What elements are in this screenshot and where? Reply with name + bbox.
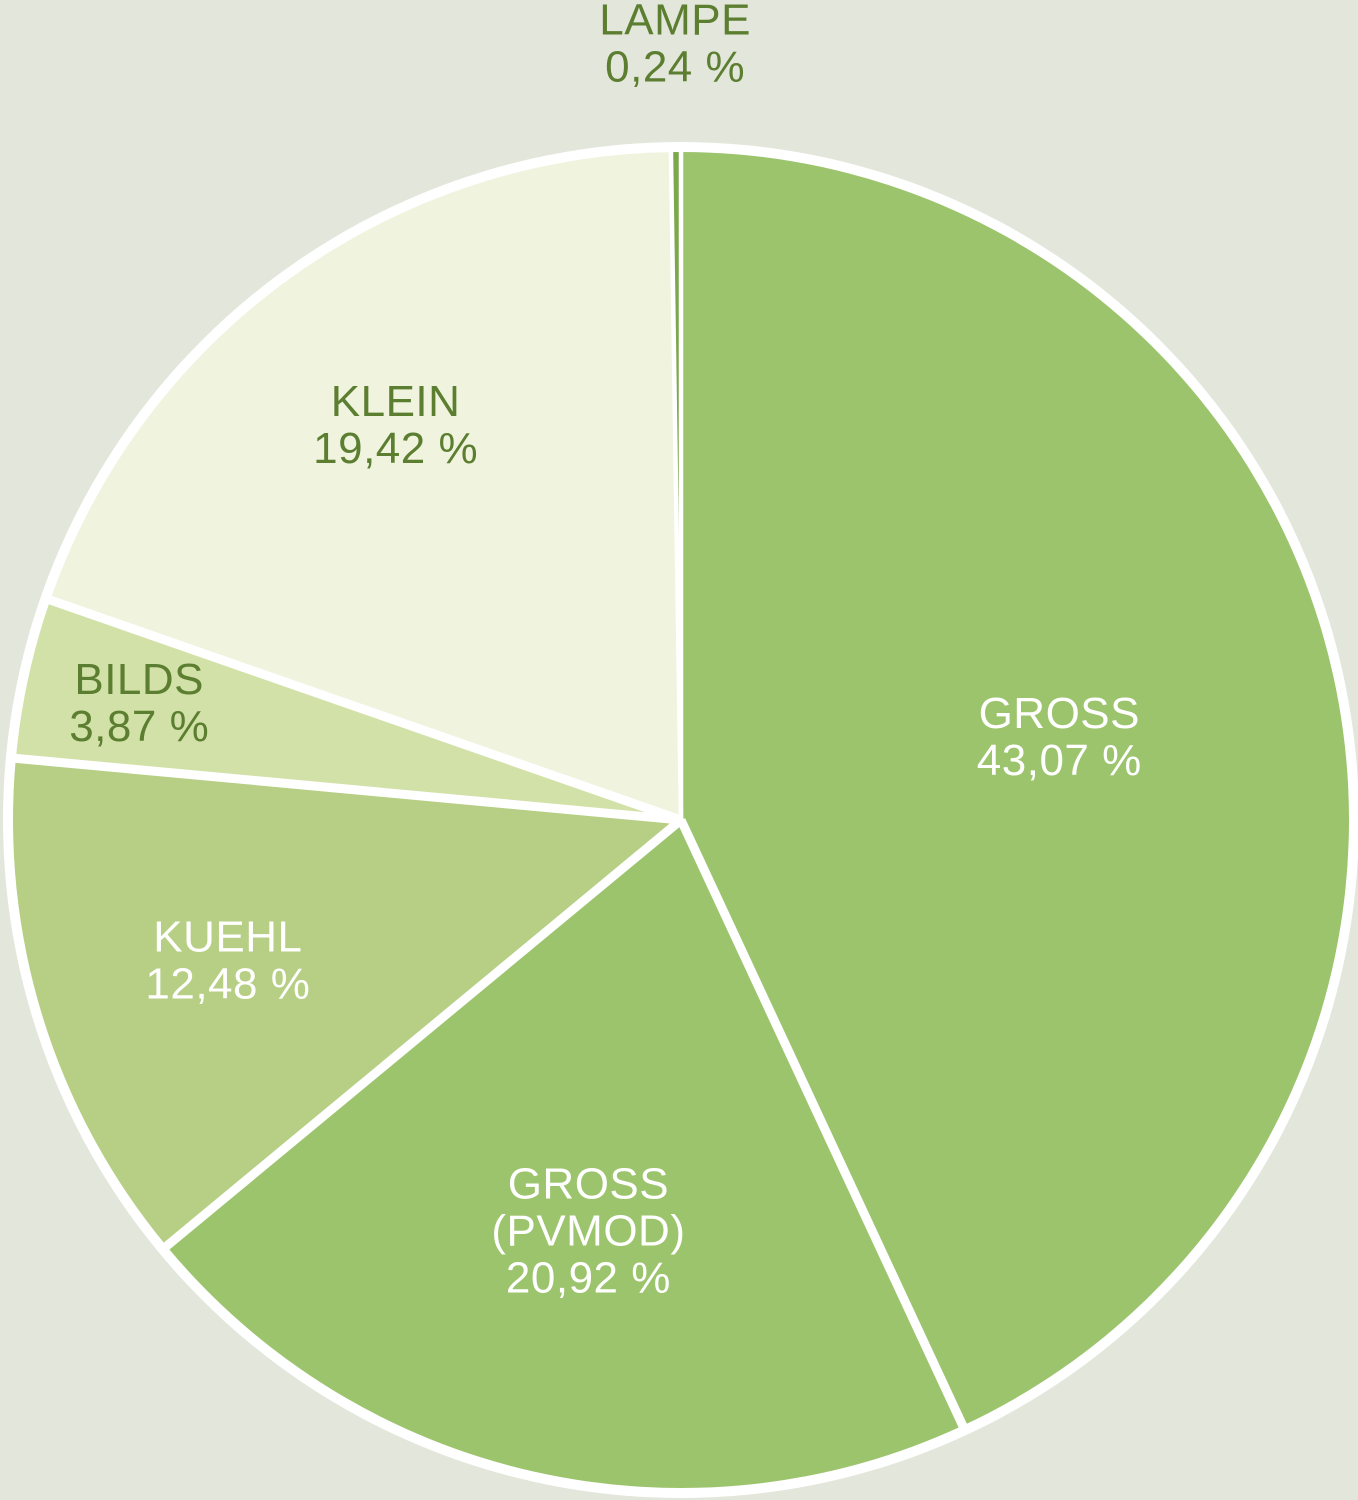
slice-divider xyxy=(11,753,682,825)
slice-label-value: 12,48 % xyxy=(145,960,310,1009)
slice-label-value: 3,87 % xyxy=(69,702,209,751)
pie-slice-gross[interactable] xyxy=(681,152,1350,1426)
pie-slice-gross-pvmod[interactable] xyxy=(166,820,963,1489)
slice-label-kuehl: KUEHL 12,48 % xyxy=(145,913,310,1009)
slice-label-value: 0,24 % xyxy=(605,43,745,92)
slice-label-name: BILDS xyxy=(74,655,204,704)
slice-label-name: KLEIN xyxy=(331,377,461,426)
slice-divider xyxy=(160,816,684,1253)
pie-slice-kuehl[interactable] xyxy=(13,758,682,1247)
slice-label-gross: GROSS 43,07 % xyxy=(977,689,1142,785)
slice-label-name: GROSS xyxy=(979,689,1140,738)
slice-label-gross-pvmod: GROSS (PVMOD) 20,92 % xyxy=(491,1160,685,1303)
slice-label-value: 19,42 % xyxy=(313,424,478,473)
slice-label-value: 43,07 % xyxy=(977,736,1142,785)
slice-label-name: (PVMOD) xyxy=(491,1207,685,1256)
slice-label-bilds: BILDS 3,87 % xyxy=(69,655,209,751)
slice-divider xyxy=(668,148,684,821)
slice-label-klein: KLEIN 19,42 % xyxy=(313,377,478,473)
slice-label-name: LAMPE xyxy=(599,0,751,45)
slice-label-name: GROSS xyxy=(508,1160,669,1209)
slice-divider xyxy=(44,594,683,825)
slice-label-value: 20,92 % xyxy=(506,1254,671,1303)
slice-label-lampe: LAMPE 0,24 % xyxy=(599,0,751,92)
slice-label-name: KUEHL xyxy=(153,913,302,962)
slice-divider xyxy=(676,818,969,1432)
